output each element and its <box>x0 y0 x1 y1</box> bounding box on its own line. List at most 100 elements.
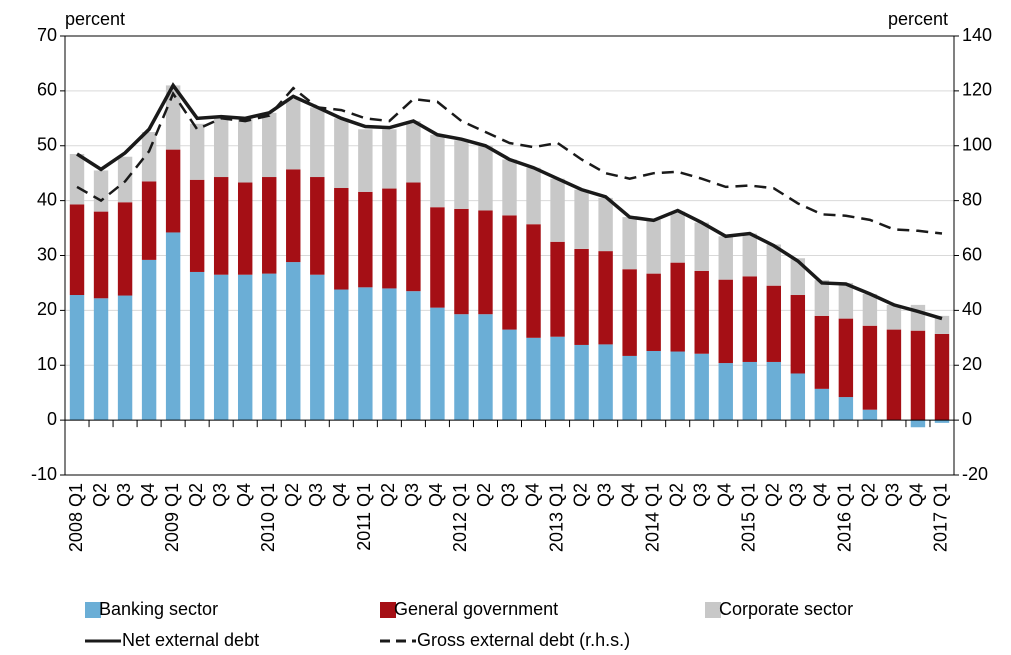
x-tick-label: Q3 <box>210 483 230 507</box>
bar <box>862 325 878 410</box>
bar <box>430 207 445 308</box>
x-tick-label: Q3 <box>402 483 422 507</box>
y2-tick-label: 100 <box>962 135 992 155</box>
bar <box>550 241 565 337</box>
x-tick-label: Q4 <box>522 483 542 507</box>
bar <box>790 373 806 421</box>
legend-swatch <box>705 602 721 618</box>
bar <box>237 182 253 275</box>
bar <box>358 191 373 288</box>
bar <box>454 314 469 421</box>
legend-swatch <box>380 602 396 618</box>
x-tick-label: Q4 <box>138 483 158 507</box>
legend-label: General government <box>394 599 558 619</box>
x-tick-label: Q4 <box>330 483 350 507</box>
x-tick-label: 2017 Q1 <box>931 483 951 552</box>
bar <box>574 248 589 345</box>
bar <box>814 280 830 316</box>
x-tick-label: Q3 <box>690 483 710 507</box>
bar <box>310 107 325 178</box>
bar <box>286 262 301 421</box>
y-tick-label: 0 <box>47 409 57 429</box>
bar <box>406 291 421 421</box>
x-tick-label: Q2 <box>474 483 494 507</box>
bar <box>934 315 950 334</box>
bar <box>910 330 926 421</box>
bar <box>838 282 854 319</box>
x-tick-label: Q3 <box>114 483 134 507</box>
x-tick-label: Q4 <box>907 483 927 507</box>
bar <box>213 177 229 275</box>
y2-tick-label: 60 <box>962 244 982 264</box>
y2-tick-label: 20 <box>962 354 982 374</box>
legend-label: Net external debt <box>122 630 259 650</box>
bar <box>718 363 733 421</box>
bar <box>454 140 469 209</box>
bar <box>646 219 661 274</box>
bar <box>550 178 565 242</box>
x-tick-label: 2015 Q1 <box>739 483 759 552</box>
x-tick-label: Q2 <box>378 483 398 507</box>
bar <box>213 118 229 178</box>
y2-tick-label: 40 <box>962 299 982 319</box>
bar <box>742 361 757 421</box>
bar <box>358 129 373 192</box>
x-tick-label: Q3 <box>883 483 903 507</box>
bar <box>165 232 181 421</box>
bar <box>141 132 157 182</box>
bar <box>742 233 757 277</box>
bar <box>766 285 782 362</box>
x-tick-label: Q4 <box>234 483 254 507</box>
bar <box>310 177 325 275</box>
bar <box>69 153 85 205</box>
bar <box>502 215 517 330</box>
bar <box>526 224 541 338</box>
bar <box>910 420 926 428</box>
bar <box>262 112 277 178</box>
bar <box>478 314 493 421</box>
bar <box>213 274 229 421</box>
y-tick-label: 60 <box>37 80 57 100</box>
x-tick-label: Q2 <box>570 483 590 507</box>
bar <box>670 351 685 421</box>
bar <box>598 344 613 421</box>
x-tick-label: Q3 <box>498 483 518 507</box>
bar <box>478 145 493 211</box>
line-series <box>76 82 943 321</box>
bar <box>742 276 757 362</box>
bar <box>526 167 541 225</box>
bar <box>622 355 637 421</box>
y-tick-label: 50 <box>37 135 57 155</box>
bar <box>670 211 685 263</box>
bar <box>406 121 421 183</box>
bar <box>141 259 157 421</box>
x-tick-label: 2010 Q1 <box>258 483 278 552</box>
bar <box>237 118 253 183</box>
x-tick-label: 2011 Q1 <box>354 483 374 551</box>
y2-tick-label: -20 <box>962 464 988 484</box>
y-axis-label: percent <box>65 9 125 29</box>
y-tick-label: -10 <box>31 464 57 484</box>
bar <box>358 287 373 421</box>
bar <box>382 288 397 421</box>
x-tick-label: Q4 <box>714 483 734 507</box>
bar <box>862 293 878 326</box>
y2-tick-label: 140 <box>962 25 992 45</box>
bar <box>430 134 445 208</box>
y-tick-label: 20 <box>37 299 57 319</box>
x-tick-label: Q4 <box>618 483 638 507</box>
bar <box>406 182 421 292</box>
bar <box>93 211 109 299</box>
bar <box>838 318 854 398</box>
x-tick-label: Q2 <box>282 483 302 507</box>
bar <box>69 295 85 421</box>
x-tick-label: 2013 Q1 <box>546 483 566 552</box>
bar <box>550 336 565 421</box>
legend-label: Corporate sector <box>719 599 853 619</box>
bar <box>286 99 301 170</box>
x-tick-label: 2016 Q1 <box>835 483 855 552</box>
bar <box>574 189 589 249</box>
bar <box>694 222 709 271</box>
bar <box>622 217 637 270</box>
bar <box>574 344 589 421</box>
